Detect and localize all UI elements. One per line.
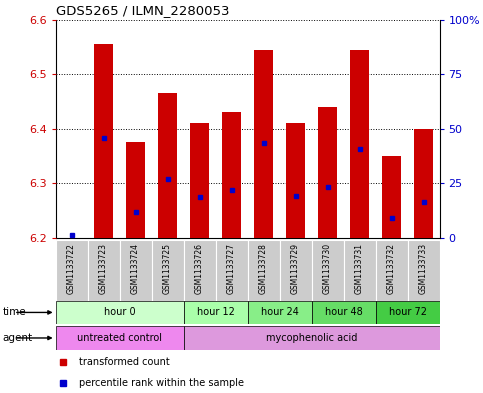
Bar (152, 240, 184, 301)
Text: GSM1133724: GSM1133724 (131, 243, 140, 294)
Text: GSM1133732: GSM1133732 (387, 243, 396, 294)
Bar (280, 240, 312, 301)
Bar (376, 240, 408, 301)
Bar (343, 240, 376, 301)
Text: GSM1133733: GSM1133733 (419, 243, 428, 294)
Bar (318, 107, 337, 238)
Text: hour 72: hour 72 (388, 307, 426, 318)
Text: GSM1133731: GSM1133731 (355, 243, 364, 294)
Bar (190, 123, 209, 238)
Bar (286, 123, 305, 238)
Text: GSM1133727: GSM1133727 (227, 243, 236, 294)
Text: GSM1133729: GSM1133729 (291, 243, 300, 294)
Bar (248, 301, 312, 324)
Bar (382, 156, 401, 238)
Text: mycophenolic acid: mycophenolic acid (266, 333, 357, 343)
Bar (158, 93, 177, 238)
Text: GSM1133725: GSM1133725 (163, 243, 172, 294)
Bar (254, 50, 273, 238)
Bar (350, 50, 369, 238)
Bar (312, 301, 376, 324)
Bar (222, 112, 241, 238)
Text: agent: agent (2, 333, 32, 343)
Bar (408, 240, 440, 301)
Bar (248, 240, 280, 301)
Text: GSM1133730: GSM1133730 (323, 243, 332, 294)
Text: GSM1133723: GSM1133723 (99, 243, 108, 294)
Bar (184, 326, 440, 350)
Text: hour 24: hour 24 (261, 307, 298, 318)
Text: untreated control: untreated control (77, 333, 162, 343)
Bar (56, 240, 87, 301)
Text: percentile rank within the sample: percentile rank within the sample (79, 378, 243, 387)
Bar (215, 240, 248, 301)
Bar (56, 326, 184, 350)
Text: GSM1133728: GSM1133728 (259, 243, 268, 294)
Text: hour 48: hour 48 (325, 307, 362, 318)
Bar (376, 301, 440, 324)
Bar (184, 301, 248, 324)
Text: hour 12: hour 12 (197, 307, 234, 318)
Bar (120, 240, 152, 301)
Text: GSM1133726: GSM1133726 (195, 243, 204, 294)
Text: transformed count: transformed count (79, 357, 170, 367)
Bar (312, 240, 343, 301)
Text: GSM1133722: GSM1133722 (67, 243, 76, 294)
Text: hour 0: hour 0 (104, 307, 135, 318)
Bar (87, 240, 120, 301)
Bar (126, 142, 145, 238)
Bar (94, 44, 113, 238)
Text: time: time (2, 307, 26, 318)
Bar (184, 240, 215, 301)
Text: GDS5265 / ILMN_2280053: GDS5265 / ILMN_2280053 (56, 4, 229, 17)
Bar (414, 129, 433, 238)
Bar (56, 301, 184, 324)
